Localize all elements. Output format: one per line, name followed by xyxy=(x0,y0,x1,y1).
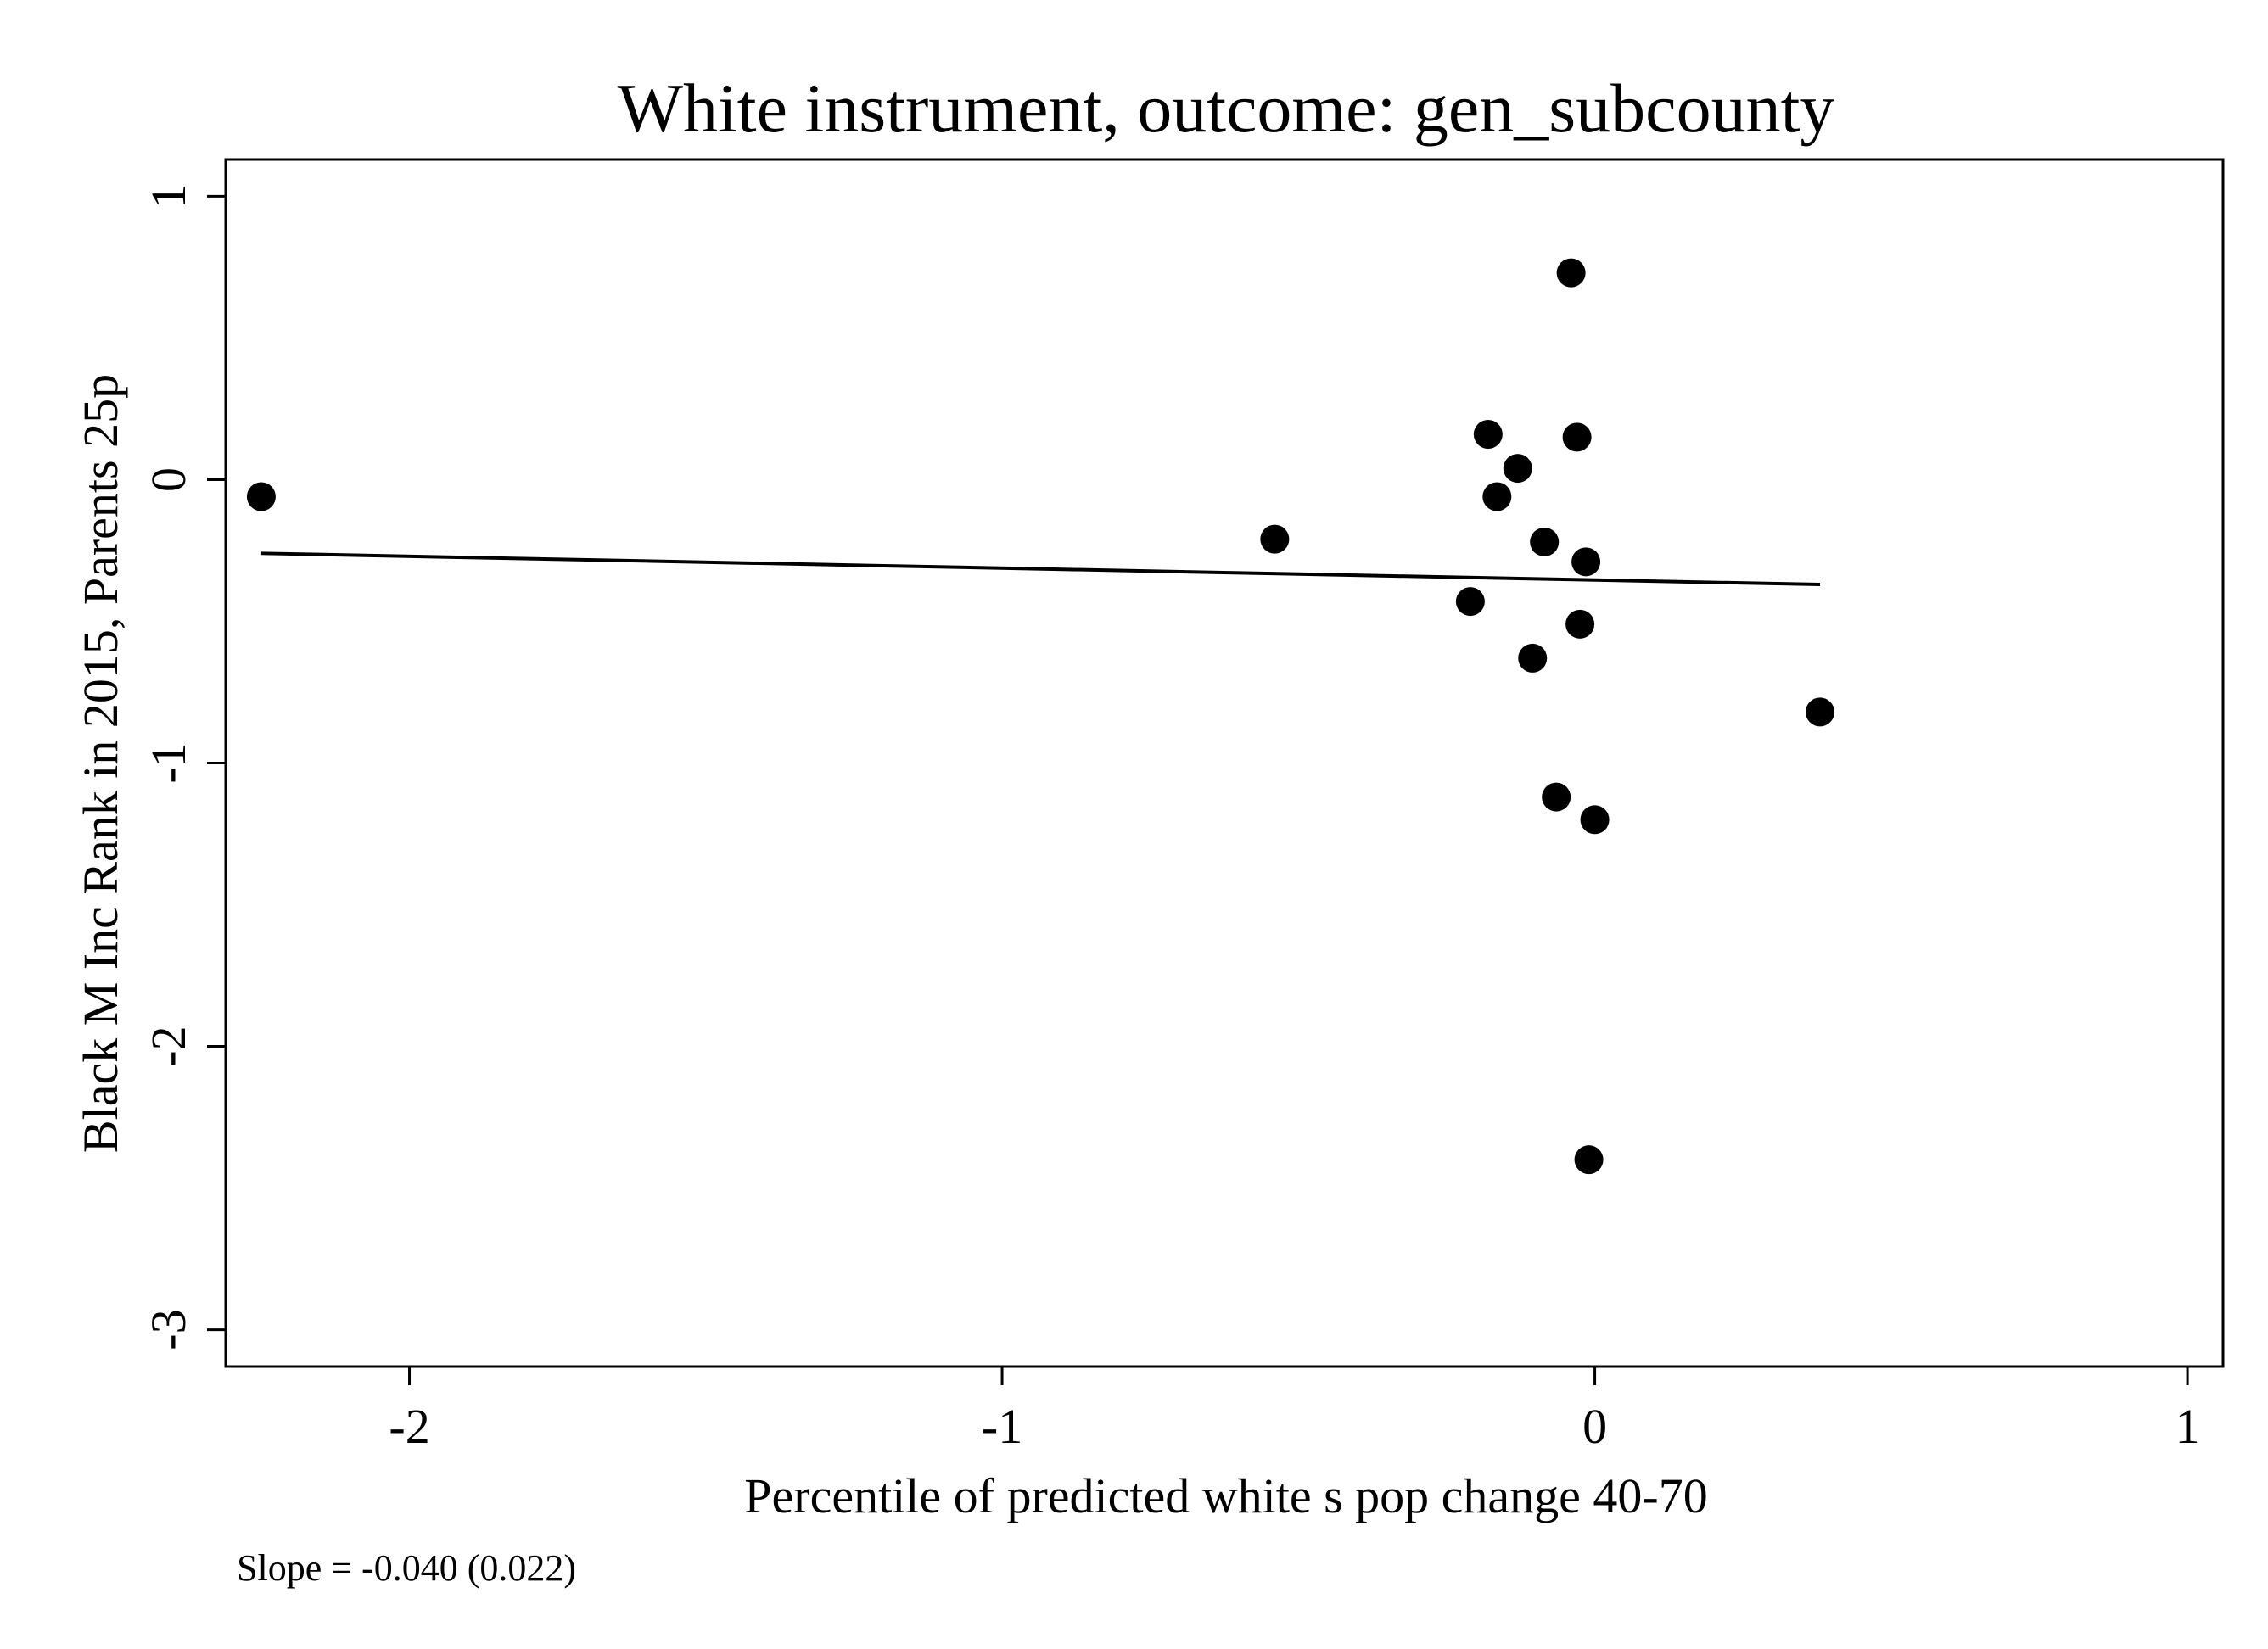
y-tick-label: -1 xyxy=(141,742,196,783)
data-point xyxy=(1556,258,1586,288)
data-points xyxy=(246,258,1835,1175)
data-point xyxy=(1473,420,1503,450)
data-point xyxy=(1571,547,1601,577)
data-point xyxy=(1580,805,1610,835)
fit-line xyxy=(260,551,1821,587)
data-point xyxy=(1565,609,1595,639)
data-point xyxy=(1574,1145,1604,1175)
y-tick-label: 1 xyxy=(141,184,196,209)
plot-frame xyxy=(224,158,2225,1368)
y-axis: -3 -2 -1 0 1 xyxy=(141,184,226,1350)
data-point xyxy=(1482,482,1512,511)
data-point xyxy=(1530,527,1560,556)
data-point xyxy=(1455,587,1485,617)
x-tick-label: 0 xyxy=(1582,1399,1607,1454)
x-tick-label: -1 xyxy=(982,1399,1022,1454)
y-tick-label: -3 xyxy=(141,1309,196,1350)
data-point xyxy=(1260,524,1290,554)
x-axis-label: Percentile of predicted white s pop chan… xyxy=(744,1468,1707,1523)
data-point xyxy=(1806,697,1835,727)
data-point xyxy=(1542,782,1571,812)
y-axis-label: Black M Inc Rank in 2015, Parents 25p xyxy=(73,374,128,1153)
slope-note: Slope = -0.040 (0.022) xyxy=(237,1547,576,1589)
x-tick-label: -2 xyxy=(389,1399,429,1454)
chart-title: White instrument, outcome: gen_subcounty xyxy=(618,70,1835,147)
y-tick-label: -2 xyxy=(141,1026,196,1066)
y-tick-label: 0 xyxy=(141,467,196,492)
x-tick-label: 1 xyxy=(2176,1399,2200,1454)
x-axis: -2 -1 0 1 xyxy=(389,1367,2200,1454)
data-point xyxy=(1562,422,1592,452)
data-point xyxy=(1503,454,1532,484)
data-point xyxy=(246,482,276,511)
data-point xyxy=(1518,643,1548,673)
